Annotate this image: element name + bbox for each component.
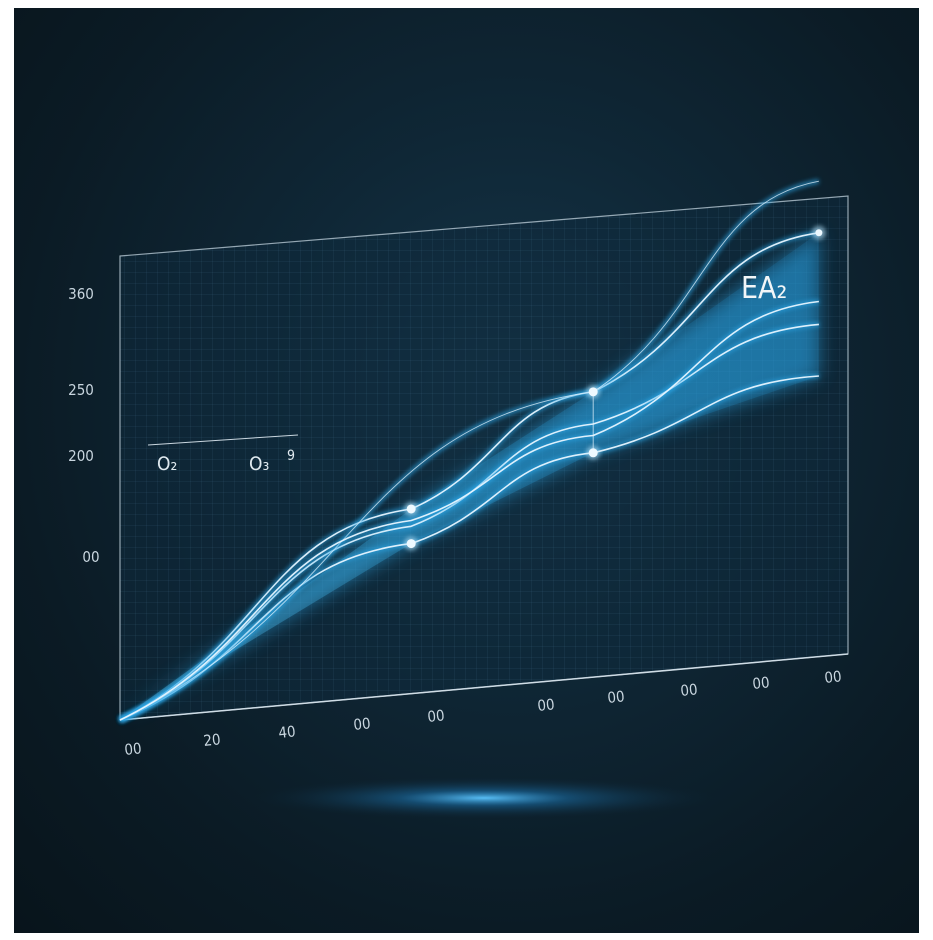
x-tick-label: 20 bbox=[203, 730, 222, 750]
floor-glow bbox=[244, 776, 724, 820]
y-tick-label: 00 bbox=[82, 548, 99, 566]
y-tick-label: 250 bbox=[68, 381, 94, 399]
x-tick-label: 00 bbox=[124, 739, 143, 759]
x-tick-label: 00 bbox=[353, 714, 372, 734]
x-tick-label: 00 bbox=[824, 667, 843, 687]
y-tick-label: 200 bbox=[68, 447, 94, 465]
x-tick-label: 00 bbox=[752, 673, 771, 693]
legend-entry: O₂ bbox=[157, 453, 177, 475]
y-tick-label: 360 bbox=[68, 285, 94, 303]
legend-entry: O₃ bbox=[249, 453, 269, 475]
data-point bbox=[589, 387, 598, 396]
data-point bbox=[589, 448, 598, 457]
x-tick-label: 00 bbox=[680, 680, 699, 700]
legend-entry: 9 bbox=[287, 448, 295, 464]
chart-title: EA₂ bbox=[741, 271, 787, 306]
data-point bbox=[407, 539, 416, 548]
data-point bbox=[815, 229, 822, 236]
x-tick-label: 40 bbox=[278, 722, 297, 742]
chart-frame: 360 250 200 00 00 20 40 00 00 00 00 00 00 00 O₂ O₃ 9 EA₂ bbox=[14, 8, 919, 933]
x-tick-label: 00 bbox=[427, 706, 446, 726]
data-point bbox=[407, 504, 416, 513]
x-tick-label: 00 bbox=[537, 695, 556, 715]
x-tick-label: 00 bbox=[607, 687, 626, 707]
line-chart: 360 250 200 00 00 20 40 00 00 00 00 00 00 00 O₂ O₃ 9 EA₂ bbox=[14, 8, 919, 933]
